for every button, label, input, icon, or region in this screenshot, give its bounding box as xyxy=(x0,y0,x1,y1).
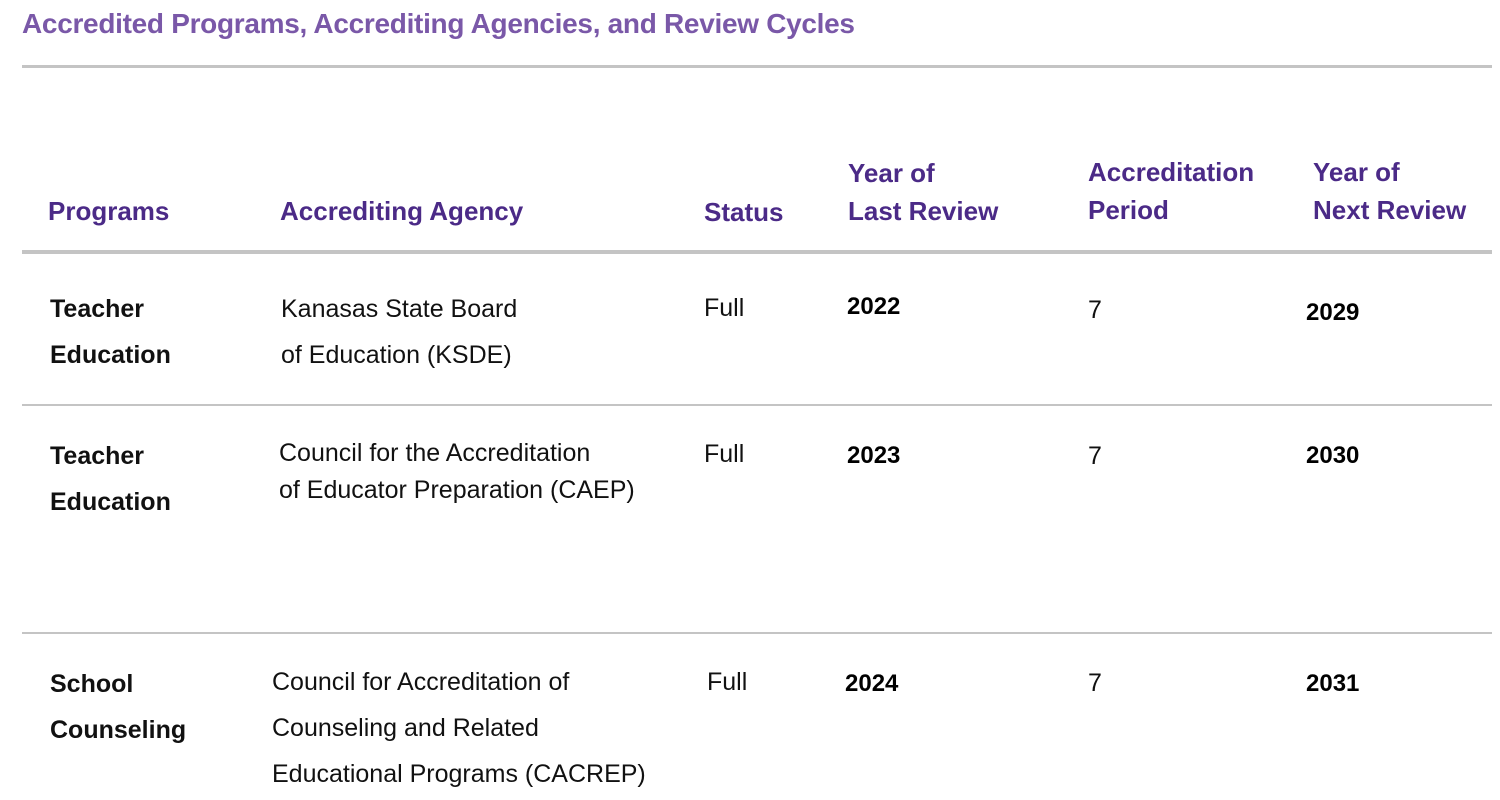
header-year-of-next-review: Year of Next Review xyxy=(1313,157,1467,225)
row-status: Full xyxy=(707,668,748,696)
row-divider xyxy=(22,404,1492,406)
row-agency: Council for the Accreditation of Educato… xyxy=(279,439,635,504)
title-divider xyxy=(22,65,1492,68)
row-last-review: 2024 xyxy=(845,670,899,697)
row-next-review: 2030 xyxy=(1306,442,1360,469)
row-divider xyxy=(22,632,1492,634)
header-accrediting-agency: Accrediting Agency xyxy=(280,196,524,226)
row-status: Full xyxy=(704,294,745,322)
row-period: 7 xyxy=(1088,296,1102,324)
row-last-review: 2023 xyxy=(847,442,901,469)
header-accreditation-period: Accreditation Period xyxy=(1088,157,1255,225)
row-period: 7 xyxy=(1088,669,1102,697)
row-program: Teacher Education xyxy=(50,442,171,516)
row-agency: Council for Accreditation of Counseling … xyxy=(272,668,646,788)
header-programs: Programs xyxy=(48,196,170,226)
row-last-review: 2022 xyxy=(847,293,901,320)
page-title: Accredited Programs, Accrediting Agencie… xyxy=(22,8,855,39)
row-status: Full xyxy=(704,440,745,468)
row-next-review: 2031 xyxy=(1306,670,1360,697)
row-period: 7 xyxy=(1088,442,1102,470)
header-year-of-last-review: Year of Last Review xyxy=(848,158,999,226)
row-agency: Kanasas State Board of Education (KSDE) xyxy=(281,295,518,369)
row-program: Teacher Education xyxy=(50,295,171,369)
header-status: Status xyxy=(704,197,784,227)
row-program: School Counseling xyxy=(50,670,187,744)
header-divider xyxy=(22,250,1492,254)
row-next-review: 2029 xyxy=(1306,299,1360,326)
